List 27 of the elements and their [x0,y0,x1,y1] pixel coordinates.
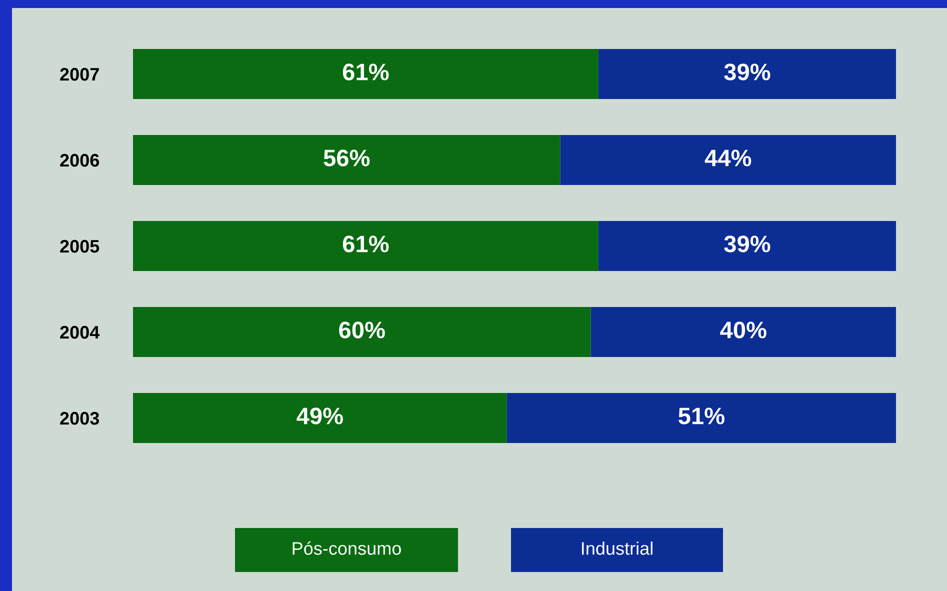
data-label: 39% [724,236,770,252]
bar [590,307,896,357]
y-tick-label: 2003 [60,412,100,425]
data-label: 44% [704,150,752,166]
data-label: 39% [724,64,770,80]
bar [133,221,598,271]
y-tick-label: 2006 [60,154,100,167]
y-tick-label: 2005 [60,240,100,253]
y-tick-label: 2004 [60,326,100,339]
bar [133,135,560,185]
data-label: 51% [678,408,724,424]
text: Industrial [582,542,652,555]
y-tick-label: 2007 [60,68,99,81]
bar [598,49,896,99]
text: Pós-consumo [292,541,401,555]
bar [598,221,896,271]
bar [133,307,591,357]
data-label: 40% [720,322,766,338]
bar [560,135,896,185]
data-label: 49% [296,408,343,424]
data-label: 60% [339,322,385,338]
data-label: 61% [342,236,389,252]
bar [133,49,598,99]
bar [133,393,507,443]
data-label: 56% [324,150,370,166]
bar [506,393,896,443]
data-label: 61% [342,64,389,80]
